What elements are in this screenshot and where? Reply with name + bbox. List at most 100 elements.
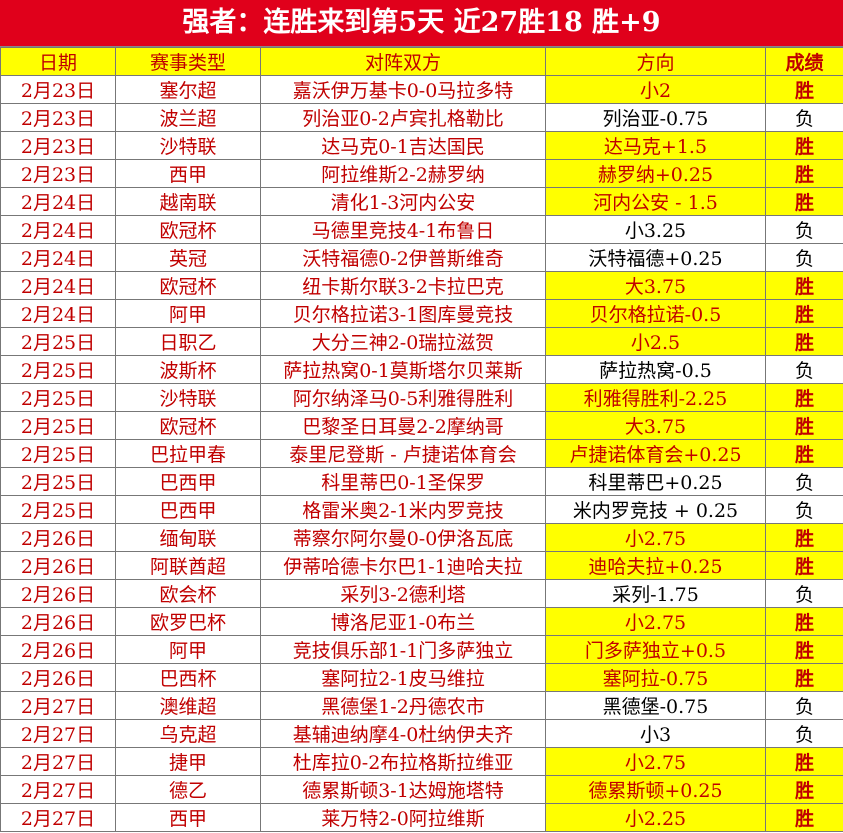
table-cell: 阿甲: [115, 299, 261, 328]
table-cell: 利雅得胜利-2.25: [545, 383, 766, 412]
table-row: 2月23日 波兰超 列治亚0-2卢宾扎格勒比 列治亚-0.75 负: [0, 103, 843, 132]
table-cell: 胜: [765, 747, 843, 776]
table-cell: 胜: [765, 271, 843, 300]
table-row: 2月26日 巴西杯 塞阿拉2-1皮马维拉 塞阿拉-0.75 胜: [0, 663, 843, 692]
table-row: 2月25日 欧冠杯 巴黎圣日耳曼2-2摩纳哥 大3.75 胜: [0, 411, 843, 440]
table-cell: 2月25日: [0, 411, 116, 440]
table-cell: 胜: [765, 159, 843, 188]
table-cell: 2月27日: [0, 747, 116, 776]
column-header: 日期: [0, 47, 116, 76]
table-cell: 巴西甲: [115, 495, 261, 524]
table-cell: 博洛尼亚1-0布兰: [260, 607, 546, 636]
table-cell: 黑德堡1-2丹德农市: [260, 691, 546, 720]
table-cell: 科里蒂巴+0.25: [545, 467, 766, 496]
table-cell: 胜: [765, 803, 843, 832]
table-cell: 莱万特2-0阿拉维斯: [260, 803, 546, 832]
table-cell: 胜: [765, 775, 843, 804]
table-cell: 德累斯顿+0.25: [545, 775, 766, 804]
table-cell: 小3: [545, 719, 766, 748]
table-cell: 波兰超: [115, 103, 261, 132]
table-row: 2月24日 欧冠杯 纽卡斯尔联3-2卡拉巴克 大3.75 胜: [0, 271, 843, 300]
table-cell: 2月26日: [0, 551, 116, 580]
table-cell: 小2.75: [545, 607, 766, 636]
table-cell: 杜库拉0-2布拉格斯拉维亚: [260, 747, 546, 776]
table-cell: 贝尔格拉诺-0.5: [545, 299, 766, 328]
table-cell: 胜: [765, 439, 843, 468]
table-cell: 2月27日: [0, 775, 116, 804]
table-cell: 巴黎圣日耳曼2-2摩纳哥: [260, 411, 546, 440]
table-cell: 小2.25: [545, 803, 766, 832]
table-cell: 蒂察尔阿尔曼0-0伊洛瓦底: [260, 523, 546, 552]
table-cell: 澳维超: [115, 691, 261, 720]
table-row: 2月23日 西甲 阿拉维斯2-2赫罗纳 赫罗纳+0.25 胜: [0, 159, 843, 188]
table-cell: 缅甸联: [115, 523, 261, 552]
table-cell: 2月27日: [0, 719, 116, 748]
table-cell: 负: [765, 719, 843, 748]
table-cell: 巴西杯: [115, 663, 261, 692]
table-cell: 萨拉热窝-0.5: [545, 355, 766, 384]
table-cell: 2月26日: [0, 663, 116, 692]
table-cell: 日职乙: [115, 327, 261, 356]
table-cell: 沃特福德+0.25: [545, 243, 766, 272]
table-row: 2月27日 德乙 德累斯顿3-1达姆施塔特 德累斯顿+0.25 胜: [0, 775, 843, 804]
results-table: 日期 赛事类型 对阵双方 方向 成绩 2月23日 塞尔超 嘉沃伊万基卡0-0马拉多特 小2 胜 2…: [0, 47, 843, 832]
table-row: 2月24日 英冠 沃特福德0-2伊普斯维奇 沃特福德+0.25 负: [0, 243, 843, 272]
table-cell: 达马克+1.5: [545, 131, 766, 160]
column-header: 对阵双方: [260, 47, 546, 76]
table-cell: 贝尔格拉诺3-1图库曼竞技: [260, 299, 546, 328]
table-cell: 2月24日: [0, 187, 116, 216]
table-cell: 胜: [765, 635, 843, 664]
table-cell: 2月25日: [0, 467, 116, 496]
table-cell: 胜: [765, 299, 843, 328]
table-row: 2月25日 沙特联 阿尔纳泽马0-5利雅得胜利 利雅得胜利-2.25 胜: [0, 383, 843, 412]
table-cell: 欧罗巴杯: [115, 607, 261, 636]
table-cell: 大3.75: [545, 411, 766, 440]
table-body: 2月23日 塞尔超 嘉沃伊万基卡0-0马拉多特 小2 胜 2月23日 波兰超 列治亚0-2卢宾…: [0, 75, 843, 832]
table-cell: 塞尔超: [115, 75, 261, 104]
table-cell: 沙特联: [115, 131, 261, 160]
table-row: 2月26日 欧罗巴杯 博洛尼亚1-0布兰 小2.75 胜: [0, 607, 843, 636]
header-row: 日期 赛事类型 对阵双方 方向 成绩: [0, 47, 843, 76]
table-row: 2月27日 乌克超 基辅迪纳摩4-0杜纳伊夫齐 小3 负: [0, 719, 843, 748]
table-cell: 负: [765, 243, 843, 272]
table-cell: 嘉沃伊万基卡0-0马拉多特: [260, 75, 546, 104]
table-cell: 小2.75: [545, 523, 766, 552]
table-cell: 大3.75: [545, 271, 766, 300]
table-row: 2月26日 阿联酋超 伊蒂哈德卡尔巴1-1迪哈夫拉 迪哈夫拉+0.25 胜: [0, 551, 843, 580]
column-header: 赛事类型: [115, 47, 261, 76]
table-cell: 河内公安 - 1.5: [545, 187, 766, 216]
table-row: 2月25日 巴西甲 科里蒂巴0-1圣保罗 科里蒂巴+0.25 负: [0, 467, 843, 496]
table-row: 2月25日 巴西甲 格雷米奥2-1米内罗竞技 米内罗竞技 + 0.25 负: [0, 495, 843, 524]
table-cell: 科里蒂巴0-1圣保罗: [260, 467, 546, 496]
table-row: 2月27日 澳维超 黑德堡1-2丹德农市 黑德堡-0.75 负: [0, 691, 843, 720]
table-cell: 2月27日: [0, 803, 116, 832]
table-cell: 沃特福德0-2伊普斯维奇: [260, 243, 546, 272]
table-cell: 纽卡斯尔联3-2卡拉巴克: [260, 271, 546, 300]
table-cell: 塞阿拉2-1皮马维拉: [260, 663, 546, 692]
table-cell: 阿甲: [115, 635, 261, 664]
table-cell: 2月24日: [0, 243, 116, 272]
table-cell: 欧冠杯: [115, 215, 261, 244]
table-cell: 胜: [765, 411, 843, 440]
column-header: 成绩: [765, 47, 843, 76]
table-cell: 负: [765, 691, 843, 720]
table-cell: 胜: [765, 663, 843, 692]
table-cell: 胜: [765, 187, 843, 216]
table-cell: 2月25日: [0, 383, 116, 412]
table-cell: 2月23日: [0, 103, 116, 132]
table-row: 2月27日 西甲 莱万特2-0阿拉维斯 小2.25 胜: [0, 803, 843, 832]
table-cell: 伊蒂哈德卡尔巴1-1迪哈夫拉: [260, 551, 546, 580]
table-cell: 乌克超: [115, 719, 261, 748]
table-cell: 2月26日: [0, 523, 116, 552]
table-row: 2月23日 塞尔超 嘉沃伊万基卡0-0马拉多特 小2 胜: [0, 75, 843, 104]
table-cell: 迪哈夫拉+0.25: [545, 551, 766, 580]
table-cell: 德累斯顿3-1达姆施塔特: [260, 775, 546, 804]
column-header: 方向: [545, 47, 766, 76]
table-row: 2月25日 日职乙 大分三神2-0瑞拉滋贺 小2.5 胜: [0, 327, 843, 356]
table-cell: 2月26日: [0, 635, 116, 664]
table-row: 2月24日 越南联 清化1-3河内公安 河内公安 - 1.5 胜: [0, 187, 843, 216]
table-cell: 越南联: [115, 187, 261, 216]
table-cell: 泰里尼登斯 - 卢捷诺体育会: [260, 439, 546, 468]
table-cell: 英冠: [115, 243, 261, 272]
table-cell: 西甲: [115, 159, 261, 188]
